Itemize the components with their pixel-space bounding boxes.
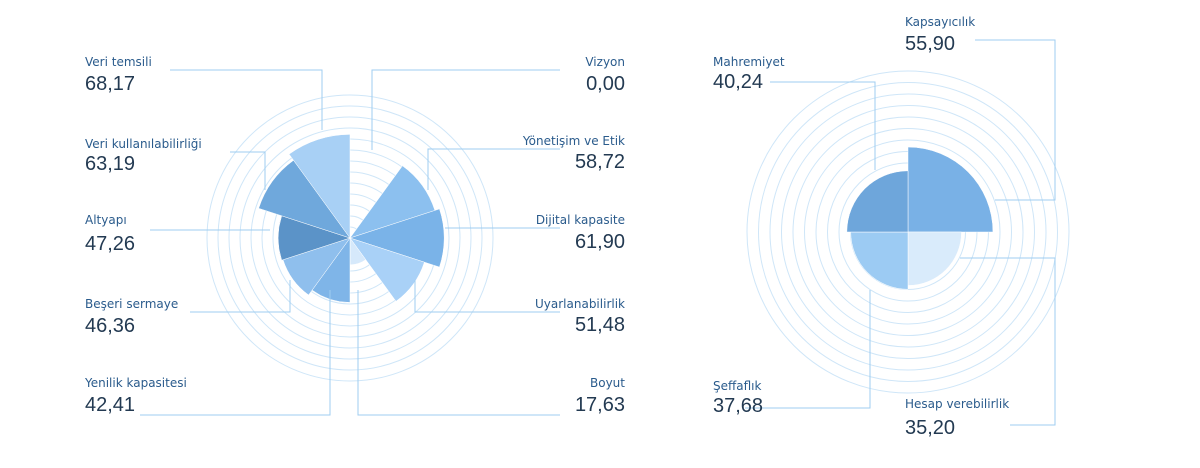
value-label: 0,00	[586, 73, 625, 95]
leader-line	[190, 280, 291, 313]
ring	[217, 105, 483, 371]
leader-line	[230, 151, 266, 190]
category-label: Yenilik kapasitesi	[84, 376, 187, 390]
category-label: Veri kullanılabilirliği	[85, 137, 202, 151]
value-label: 46,36	[85, 315, 135, 337]
value-label: 37,68	[713, 395, 763, 417]
leader-line	[414, 280, 560, 313]
ring	[746, 70, 1070, 394]
leader-line	[960, 257, 1056, 426]
value-label: 55,90	[905, 33, 955, 55]
sector	[907, 231, 962, 286]
ring	[815, 139, 1001, 325]
category-label: Veri temsili	[85, 55, 152, 69]
value-label: 17,63	[575, 394, 625, 416]
sector	[349, 208, 445, 268]
sector	[850, 231, 909, 290]
category-label: Hesap verebilirlik	[905, 397, 1009, 411]
ring	[239, 127, 461, 349]
value-label: 47,26	[85, 233, 135, 255]
ring	[781, 105, 1035, 359]
category-label: Kapsayıcılık	[905, 15, 975, 29]
leader-line	[745, 290, 871, 409]
category-label: Vizyon	[585, 55, 625, 69]
value-label: 42,41	[85, 394, 135, 416]
sector	[846, 170, 909, 233]
ring	[758, 82, 1058, 382]
value-label: 58,72	[575, 151, 625, 173]
category-label: Boyut	[590, 376, 625, 390]
value-label: 63,19	[85, 153, 135, 175]
leader-line	[357, 290, 560, 416]
value-label: 51,48	[575, 314, 625, 336]
category-label: Dijital kapasite	[536, 213, 625, 227]
category-label: Yönetişim ve Etik	[522, 134, 625, 148]
ring	[769, 93, 1047, 371]
category-label: Beşeri sermaye	[85, 297, 178, 311]
category-label: Mahremiyet	[713, 55, 785, 69]
leader-line	[975, 39, 1056, 201]
ring	[804, 128, 1012, 336]
value-label: 68,17	[85, 73, 135, 95]
leader-line	[170, 69, 323, 130]
value-label: 61,90	[575, 231, 625, 253]
sector	[349, 237, 425, 302]
value-label: 35,20	[905, 417, 955, 439]
value-label: 40,24	[713, 71, 763, 93]
ring	[206, 94, 494, 382]
leader-line	[371, 69, 560, 150]
sector	[907, 146, 994, 233]
sector	[288, 134, 351, 239]
ring	[792, 116, 1024, 348]
leader-line	[427, 148, 560, 190]
category-label: Altyapı	[85, 213, 127, 227]
leader-line	[770, 81, 876, 170]
ring	[228, 116, 472, 360]
leader-line	[140, 290, 331, 416]
category-label: Şeffaflık	[713, 379, 762, 393]
category-label: Uyarlanabilirlik	[535, 297, 625, 311]
